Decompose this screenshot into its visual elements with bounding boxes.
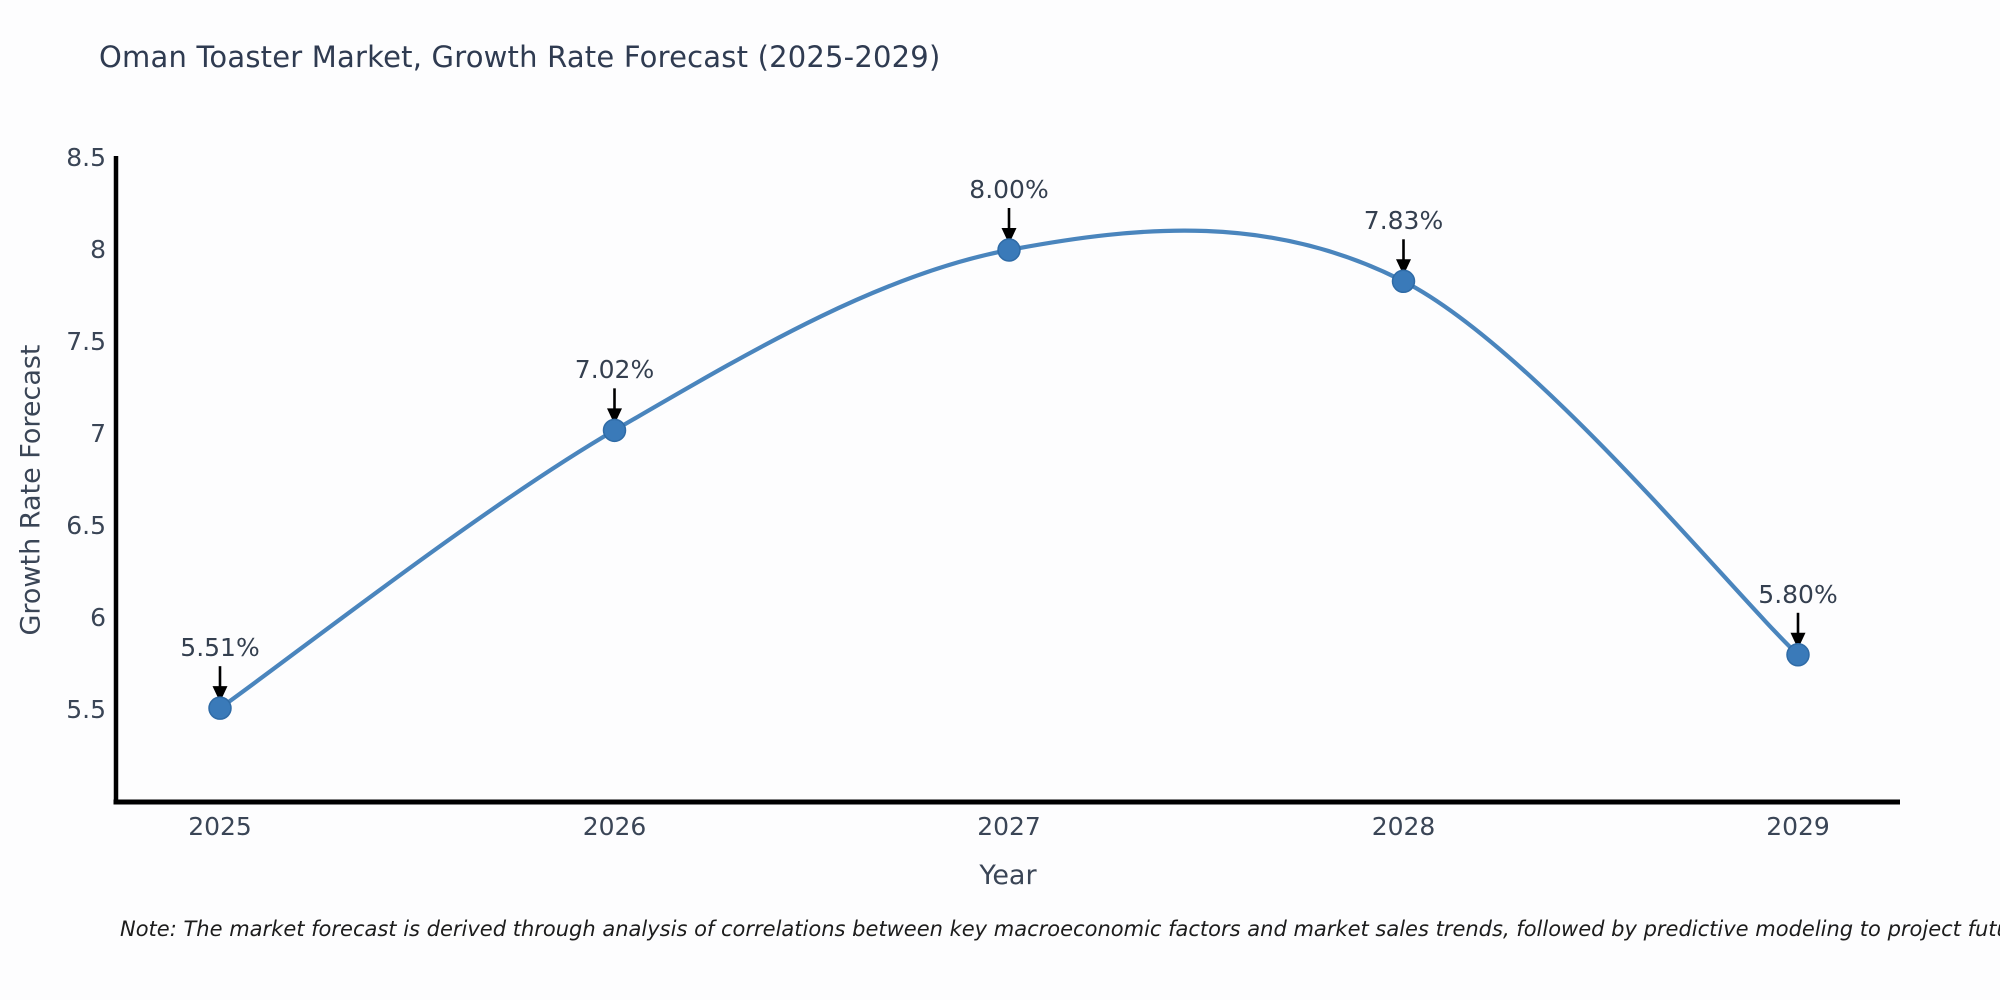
x-tick-label: 2028 [1371,812,1436,841]
x-tick-label: 2027 [977,812,1041,841]
point-value-label: 7.83% [1363,206,1444,236]
x-axis-title: Year [979,860,1037,891]
y-tick-label: 7.5 [66,327,106,356]
data-point-marker [1391,269,1416,294]
trend-line [217,228,1801,711]
point-value-label: 7.02% [574,355,655,385]
y-tick-label: 8 [90,235,106,264]
y-tick-label: 8.5 [66,143,106,172]
annotation-arrow-head [1001,228,1017,244]
data-point-marker [208,696,232,720]
chart-title: Oman Toaster Market, Growth Rate Forecas… [99,40,941,74]
y-tick-label: 6 [90,603,106,632]
point-value-label: 5.51% [180,633,260,663]
point-value-label: 5.80% [1758,579,1838,609]
y-tick-label: 5.5 [66,695,106,724]
point-value-label: 8.00% [969,175,1049,204]
x-tick-label: 2025 [188,812,252,841]
y-tick-label: 6.5 [66,511,106,540]
annotation-arrow-head [1396,259,1411,276]
x-tick-label: 2026 [582,812,647,841]
data-point-marker [602,418,627,443]
annotation-arrow-head [212,686,228,703]
x-tick-label: 2029 [1766,812,1830,841]
annotation-arrow-head [607,408,622,425]
data-point-marker [1786,643,1810,667]
footnote: Note: The market forecast is derived thr… [120,917,2000,941]
y-tick-label: 7 [90,419,106,448]
annotation-arrow-head [1790,632,1806,649]
data-point-marker [997,238,1021,262]
